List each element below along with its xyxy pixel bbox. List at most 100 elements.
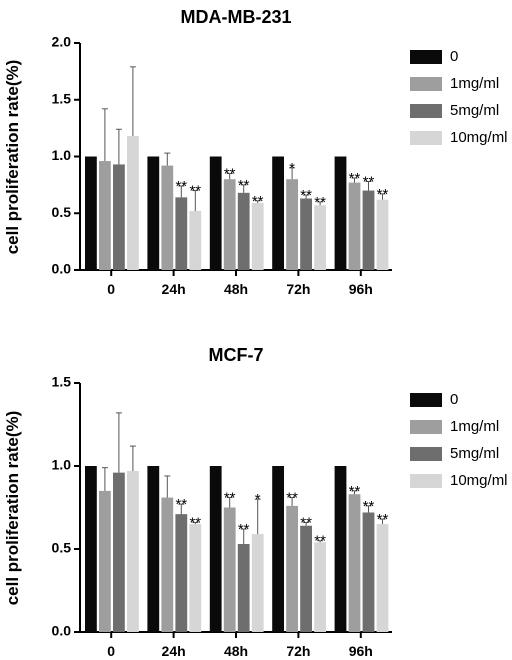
bar — [251, 534, 264, 632]
y-tick-label: 1.0 — [52, 147, 72, 163]
legend-label: 5mg/ml — [450, 445, 499, 462]
legend-swatch — [410, 447, 442, 461]
bar — [334, 466, 347, 632]
bar — [348, 182, 361, 270]
bar — [209, 466, 222, 632]
legend-swatch — [410, 104, 442, 118]
bar — [272, 466, 284, 632]
bar — [286, 505, 298, 632]
significance-label: ** — [314, 533, 326, 550]
y-tick-label: 0.0 — [52, 261, 72, 277]
legend-label: 10mg/ml — [450, 472, 508, 489]
legend-swatch — [410, 474, 442, 488]
x-tick-label: 24h — [162, 281, 186, 297]
legend-swatch — [410, 420, 442, 434]
bar — [272, 156, 284, 270]
legend-label: 10mg/ml — [450, 129, 508, 146]
x-tick-label: 72h — [286, 281, 310, 297]
bar — [237, 544, 250, 632]
y-tick-label: 1.5 — [52, 90, 72, 106]
legend-label: 0 — [450, 391, 458, 408]
y-tick-label: 1.0 — [52, 457, 72, 473]
bar — [223, 507, 236, 632]
y-tick-label: 0.5 — [52, 540, 72, 556]
x-tick-label: 24h — [162, 643, 186, 659]
bar — [362, 190, 375, 270]
bar — [348, 494, 361, 632]
bar — [334, 156, 347, 270]
bar — [99, 161, 111, 270]
bar — [251, 203, 264, 270]
significance-label: ** — [349, 170, 361, 187]
bar — [376, 524, 389, 632]
bar — [237, 192, 250, 270]
x-tick-label: 0 — [107, 281, 115, 297]
bar — [376, 199, 389, 270]
bar — [127, 470, 139, 632]
bar — [314, 542, 326, 632]
significance-label: ** — [349, 483, 361, 500]
significance-label: ** — [189, 183, 201, 200]
significance-label: ** — [224, 166, 236, 183]
x-tick-label: 96h — [349, 643, 373, 659]
legend-swatch — [410, 131, 442, 145]
y-tick-label: 0.0 — [52, 623, 72, 639]
significance-label: ** — [314, 194, 326, 211]
significance-label: ** — [300, 514, 312, 531]
bar — [99, 490, 111, 632]
chart-title: MDA-MB-231 — [180, 7, 291, 27]
significance-label: ** — [300, 187, 312, 204]
significance-label: ** — [224, 490, 236, 507]
significance-label: ** — [238, 177, 250, 194]
bar — [147, 466, 160, 632]
bar — [286, 179, 298, 270]
chart-title: MCF-7 — [209, 345, 264, 365]
bar — [223, 179, 236, 270]
y-tick-label: 0.5 — [52, 204, 72, 220]
bar — [127, 136, 139, 270]
bar — [113, 164, 125, 270]
x-tick-label: 96h — [349, 281, 373, 297]
bar — [85, 466, 97, 632]
significance-label: ** — [175, 496, 187, 513]
x-tick-label: 72h — [286, 643, 310, 659]
bar — [85, 156, 97, 270]
significance-label: * — [289, 160, 295, 177]
legend-label: 1mg/ml — [450, 75, 499, 92]
bar — [300, 198, 312, 270]
legend-label: 0 — [450, 48, 458, 65]
bar — [314, 205, 326, 270]
legend-swatch — [410, 50, 442, 64]
bar — [209, 156, 222, 270]
significance-label: ** — [377, 186, 389, 203]
bar — [113, 472, 125, 632]
bar — [147, 156, 160, 270]
legend-swatch — [410, 77, 442, 91]
chart-mda-mb-231: MDA-MB-231 cell proliferation rate(%) 0.0 0… — [3, 7, 508, 297]
bar — [161, 165, 174, 270]
y-axis-label: cell proliferation rate(%) — [3, 411, 22, 606]
y-tick-label: 2.0 — [52, 34, 72, 50]
significance-label: ** — [377, 511, 389, 528]
significance-label: ** — [175, 178, 187, 195]
bar — [300, 525, 312, 632]
significance-label: ** — [363, 173, 375, 190]
x-tick-label: 0 — [107, 643, 115, 659]
chart-mcf-7: MCF-7 cell proliferation rate(%) 0.0 0.5 1.0… — [3, 345, 508, 659]
x-tick-label: 48h — [224, 643, 248, 659]
bar — [175, 514, 188, 632]
bar — [362, 512, 375, 632]
y-tick-label: 1.5 — [52, 374, 72, 390]
significance-label: ** — [189, 514, 201, 531]
significance-label: ** — [238, 521, 250, 538]
bar — [189, 524, 202, 632]
legend-label: 5mg/ml — [450, 102, 499, 119]
significance-label: ** — [286, 490, 298, 507]
significance-label: * — [255, 491, 261, 508]
x-tick-label: 48h — [224, 281, 248, 297]
significance-label: ** — [363, 498, 375, 515]
bar — [175, 197, 188, 270]
legend-swatch — [410, 393, 442, 407]
bar — [161, 497, 174, 632]
